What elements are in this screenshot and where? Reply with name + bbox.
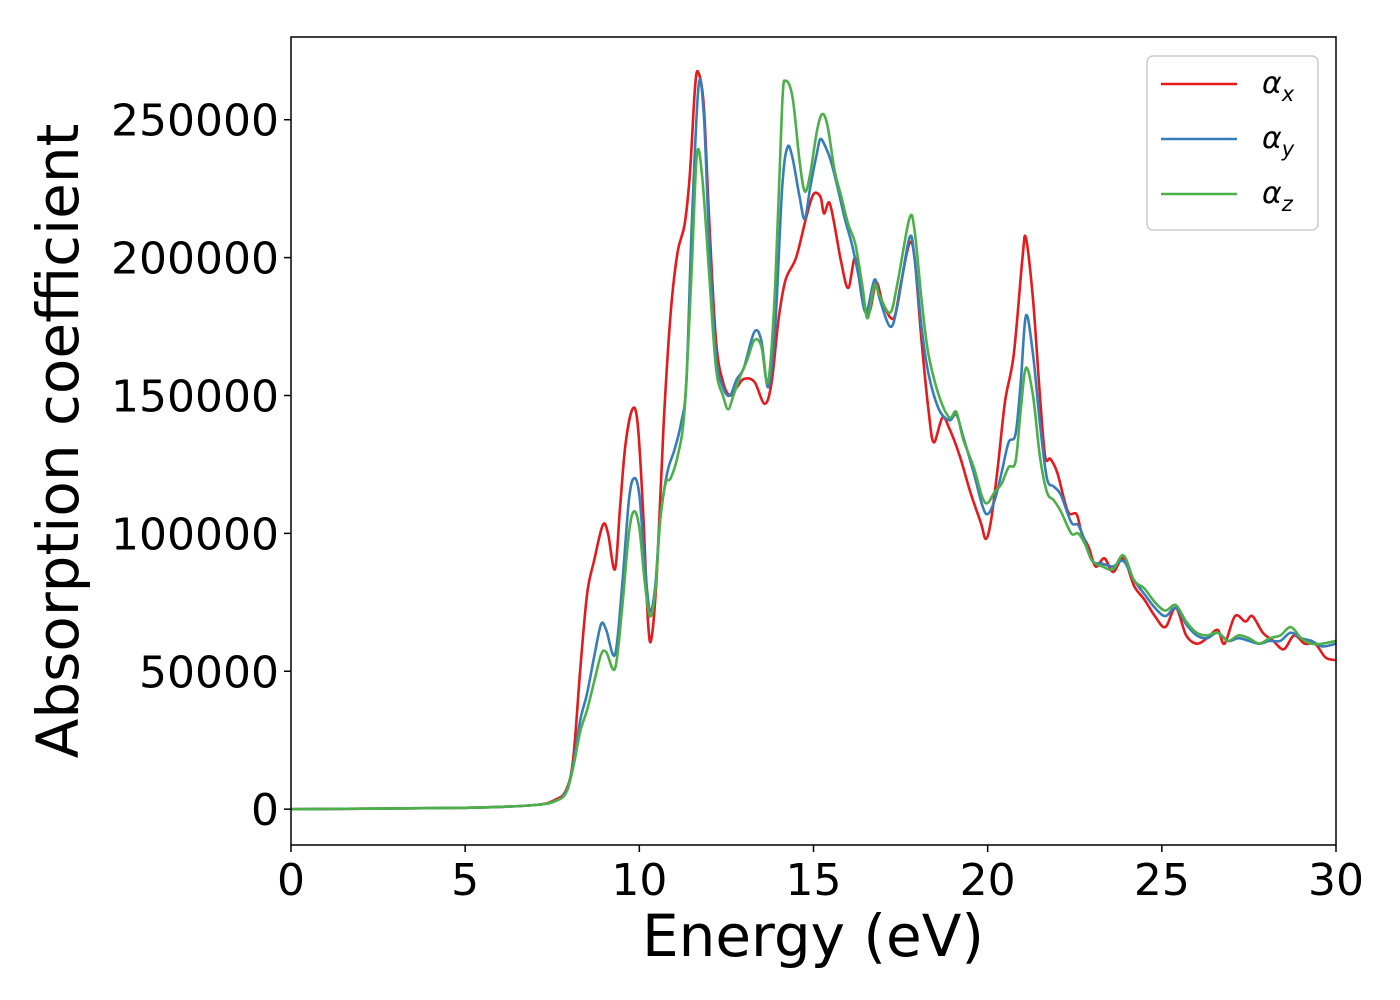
legend-label-main: α <box>1262 121 1282 156</box>
x-tick-label: 10 <box>611 855 667 906</box>
x-axis-title: Energy (eV) <box>642 902 984 970</box>
y-axis: 0 50000 100000 150000 200000 250000 <box>111 96 291 836</box>
legend-label: αz <box>1262 176 1294 216</box>
legend-box <box>1146 55 1319 231</box>
y-tick-label: 50000 <box>139 647 279 698</box>
series-line-alpha-z <box>291 79 1336 811</box>
x-tick-label: 30 <box>1308 855 1364 906</box>
y-tick-label: 150000 <box>111 371 279 422</box>
x-tick-label: 5 <box>451 855 479 906</box>
y-axis-title: Absorption coefficient <box>24 124 92 759</box>
legend-label-subscript: y <box>1281 137 1295 161</box>
legend-label-main: α <box>1262 66 1282 101</box>
y-tick-label: 100000 <box>111 509 279 560</box>
series-line-alpha-y <box>291 78 1336 811</box>
x-tick-label: 15 <box>786 855 842 906</box>
legend-label-main: α <box>1262 176 1282 211</box>
legend-label: αx <box>1262 66 1295 106</box>
legend-label-subscript: z <box>1281 192 1294 216</box>
y-tick-label: 250000 <box>111 96 279 147</box>
legend-label: αy <box>1262 121 1295 161</box>
y-tick-label: 200000 <box>111 234 279 285</box>
legend-label-subscript: x <box>1281 82 1295 106</box>
x-tick-label: 0 <box>277 855 305 906</box>
x-tick-label: 20 <box>960 855 1016 906</box>
x-axis: 0 5 10 15 20 25 30 <box>277 845 1364 906</box>
series-group <box>291 69 1336 811</box>
y-tick-label: 0 <box>251 785 279 836</box>
x-tick-label: 25 <box>1134 855 1190 906</box>
